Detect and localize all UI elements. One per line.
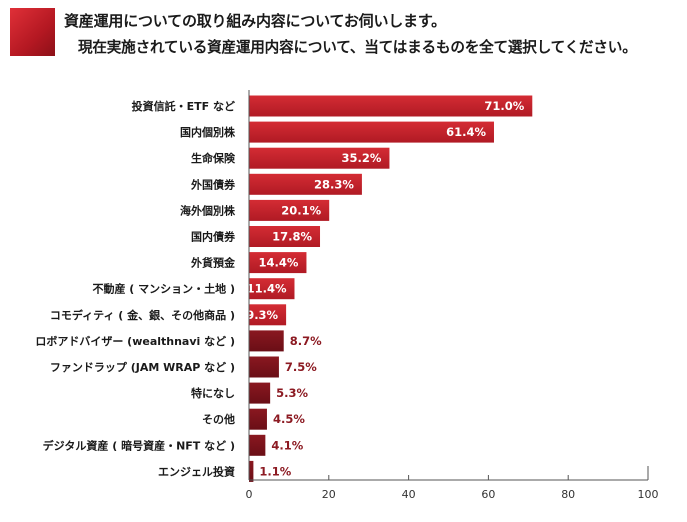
- x-tick-label: 40: [402, 488, 416, 501]
- x-tick-label: 0: [246, 488, 253, 501]
- category-label: 外国債券: [190, 177, 236, 191]
- data-label: 17.8%: [272, 230, 312, 244]
- data-label: 4.1%: [271, 438, 303, 452]
- bar: [249, 434, 266, 456]
- data-label: 9.3%: [246, 308, 278, 322]
- category-label: コモディティ ( 金、銀、その他商品 ): [50, 308, 235, 322]
- x-tick-label: 20: [322, 488, 336, 501]
- bar: [249, 330, 284, 352]
- bar: [249, 252, 307, 274]
- category-label: ファンドラップ (JAM WRAP など ): [50, 360, 235, 374]
- category-label: 不動産 ( マンション・土地 ): [92, 282, 235, 296]
- data-label: 5.3%: [276, 386, 308, 400]
- data-label: 4.5%: [273, 412, 305, 426]
- bar: [249, 356, 279, 378]
- bar: [249, 408, 267, 430]
- category-label: 特になし: [191, 386, 235, 400]
- bar: [249, 199, 330, 221]
- chart-title-line1: 資産運用についての取り組み内容についてお伺いします。: [64, 12, 446, 30]
- category-label: ロボアドバイザー (wealthnavi など ): [35, 334, 235, 348]
- category-label: 生命保険: [191, 151, 236, 165]
- data-label: 61.4%: [446, 125, 486, 139]
- data-label: 20.1%: [281, 203, 321, 217]
- bar: [249, 95, 533, 117]
- data-label: 28.3%: [314, 177, 354, 191]
- category-label: 海外個別株: [180, 203, 236, 217]
- bar: [249, 173, 362, 195]
- bar: [249, 382, 271, 404]
- x-tick-label: 80: [561, 488, 575, 501]
- category-label: エンジェル投資: [158, 464, 235, 478]
- data-label: 7.5%: [285, 360, 317, 374]
- category-label: デジタル資産 ( 暗号資産・NFT など ): [43, 438, 235, 452]
- category-label: 投資信託・ETF など: [132, 99, 235, 113]
- bar: [249, 278, 295, 300]
- bar: [249, 121, 494, 143]
- category-label: 外貨預金: [190, 256, 236, 270]
- data-label: 71.0%: [484, 99, 524, 113]
- category-label: その他: [202, 412, 235, 426]
- header-accent-block: [10, 8, 55, 56]
- data-label: 1.1%: [259, 464, 291, 478]
- x-tick-label: 60: [481, 488, 495, 501]
- bar: [249, 226, 321, 247]
- data-label: 14.4%: [259, 256, 299, 270]
- bar: [249, 304, 287, 326]
- category-label: 国内債券: [191, 230, 236, 244]
- data-label: 35.2%: [342, 151, 382, 165]
- category-label: 国内個別株: [180, 125, 236, 139]
- data-label: 8.7%: [290, 334, 322, 348]
- data-label: 11.4%: [247, 282, 287, 296]
- bar: [249, 460, 254, 482]
- x-tick-label: 100: [638, 488, 659, 501]
- bar: [249, 147, 390, 169]
- chart-title-line2: 現在実施されている資産運用内容について、当てはまるものを全て選択してください。: [78, 39, 637, 56]
